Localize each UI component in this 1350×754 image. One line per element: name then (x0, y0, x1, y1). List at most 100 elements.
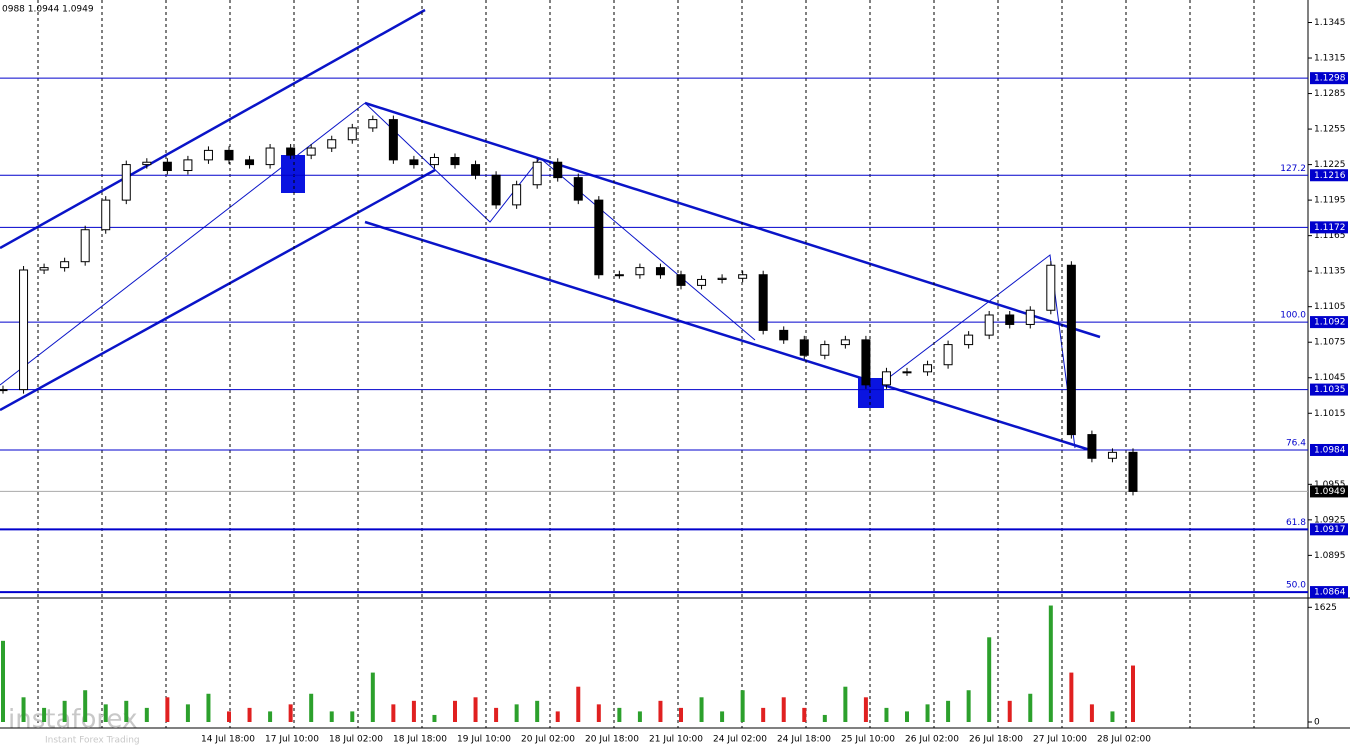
volume-bar (555, 711, 560, 722)
volume-bar (62, 700, 67, 722)
candle (142, 161, 152, 166)
watermark-sub: Instant Forex Trading (45, 736, 140, 746)
volume-bar (1089, 704, 1094, 722)
level-label-box (1310, 443, 1348, 456)
x-tick-label: 28 Jul 02:00 (1097, 735, 1151, 745)
volume-bar (802, 707, 807, 722)
level-label-box (1310, 523, 1348, 536)
candle (183, 159, 193, 172)
volume-bar (165, 697, 170, 722)
level-label-box (1310, 586, 1348, 599)
x-tick-label: 27 Jul 10:00 (1033, 735, 1087, 745)
volume-bar (185, 704, 190, 722)
x-tick-label: 24 Jul 18:00 (777, 735, 831, 745)
volume-bar (21, 697, 26, 722)
candle (347, 127, 357, 141)
candle (101, 199, 111, 231)
x-tick-label: 19 Jul 10:00 (457, 735, 511, 745)
y-tick-label: 1.1345 (1314, 18, 1346, 28)
y-tick-label: 1.1075 (1314, 338, 1346, 348)
volume-bar (411, 700, 416, 722)
y-tick-label: 1.1225 (1314, 160, 1346, 170)
volume-bar (925, 704, 930, 722)
x-tick-label: 17 Jul 10:00 (265, 735, 319, 745)
level-label-box (1310, 169, 1348, 182)
x-tick-label: 20 Jul 18:00 (585, 735, 639, 745)
candle (1046, 264, 1056, 311)
candle (820, 344, 830, 356)
candle (1087, 434, 1097, 459)
candle (450, 156, 460, 166)
trend-line (0, 8, 426, 250)
candle (19, 269, 29, 391)
watermark: instaforex (8, 705, 137, 735)
candle (409, 159, 419, 166)
volume-tick-label: 0 (1314, 718, 1320, 728)
volume-bar (144, 707, 149, 722)
candle (265, 147, 275, 166)
volume-bar (473, 697, 478, 722)
fib-label: 76.4 (1286, 438, 1306, 448)
volume-bar (494, 707, 499, 722)
volume-bar (370, 672, 375, 722)
y-tick-label: 1.1015 (1314, 409, 1346, 419)
volume-bar (432, 714, 437, 722)
x-tick-label: 26 Jul 18:00 (969, 735, 1023, 745)
candle (573, 177, 583, 201)
candle (840, 339, 850, 346)
volume-bar (309, 693, 314, 722)
volume-bar (884, 707, 889, 722)
candle (532, 161, 542, 186)
candle (655, 267, 665, 276)
candle (635, 267, 645, 276)
current-price-box (1310, 485, 1348, 498)
volume-bar (247, 707, 252, 722)
candle (0, 389, 8, 392)
candle (594, 199, 604, 276)
volume-bar (1069, 672, 1074, 722)
fib-label: 50.0 (1286, 581, 1306, 591)
level-label-box (1310, 316, 1348, 329)
candle (676, 274, 686, 286)
y-tick-label: 1.1105 (1314, 302, 1346, 312)
candle (471, 164, 481, 176)
volume-bar (576, 686, 581, 722)
volume-tick-label: 1625 (1314, 603, 1337, 613)
volume-bar (699, 697, 704, 722)
level-label: 1.1216 (1314, 171, 1346, 181)
candle (368, 119, 378, 129)
header: 0988 1.0944 1.0949 (2, 5, 94, 15)
x-tick-label: 18 Jul 18:00 (393, 735, 447, 745)
trend-line (0, 168, 436, 412)
x-tick-label: 25 Jul 10:00 (841, 735, 895, 745)
y-tick-label: 1.0955 (1314, 480, 1346, 490)
volume-bar (42, 707, 47, 722)
marker-box (281, 155, 305, 193)
volume-bar (1007, 700, 1012, 722)
grid (37, 0, 1255, 728)
level-label: 1.1298 (1314, 74, 1346, 84)
volume-bar (103, 704, 108, 722)
volume-bar (863, 697, 868, 722)
volume-bar (350, 711, 355, 722)
volume-bar (1110, 711, 1115, 722)
volume-bar (1, 640, 5, 722)
candle (162, 161, 172, 172)
x-tick-label: 14 Jul 18:00 (201, 735, 255, 745)
candle (1128, 451, 1138, 492)
y-tick-label: 1.1255 (1314, 125, 1346, 135)
candle (902, 371, 912, 374)
candle (943, 344, 953, 366)
level-label: 1.1172 (1314, 223, 1346, 233)
candle (984, 314, 994, 336)
candle (306, 147, 316, 156)
candle (1107, 451, 1117, 459)
volume-bar (206, 693, 211, 722)
candle (224, 149, 234, 161)
volume-bar (761, 707, 766, 722)
candle (121, 164, 131, 201)
trend-lines (0, 8, 1101, 452)
volume-bar (740, 690, 745, 722)
volume-bar (720, 711, 725, 722)
candle (39, 267, 49, 271)
